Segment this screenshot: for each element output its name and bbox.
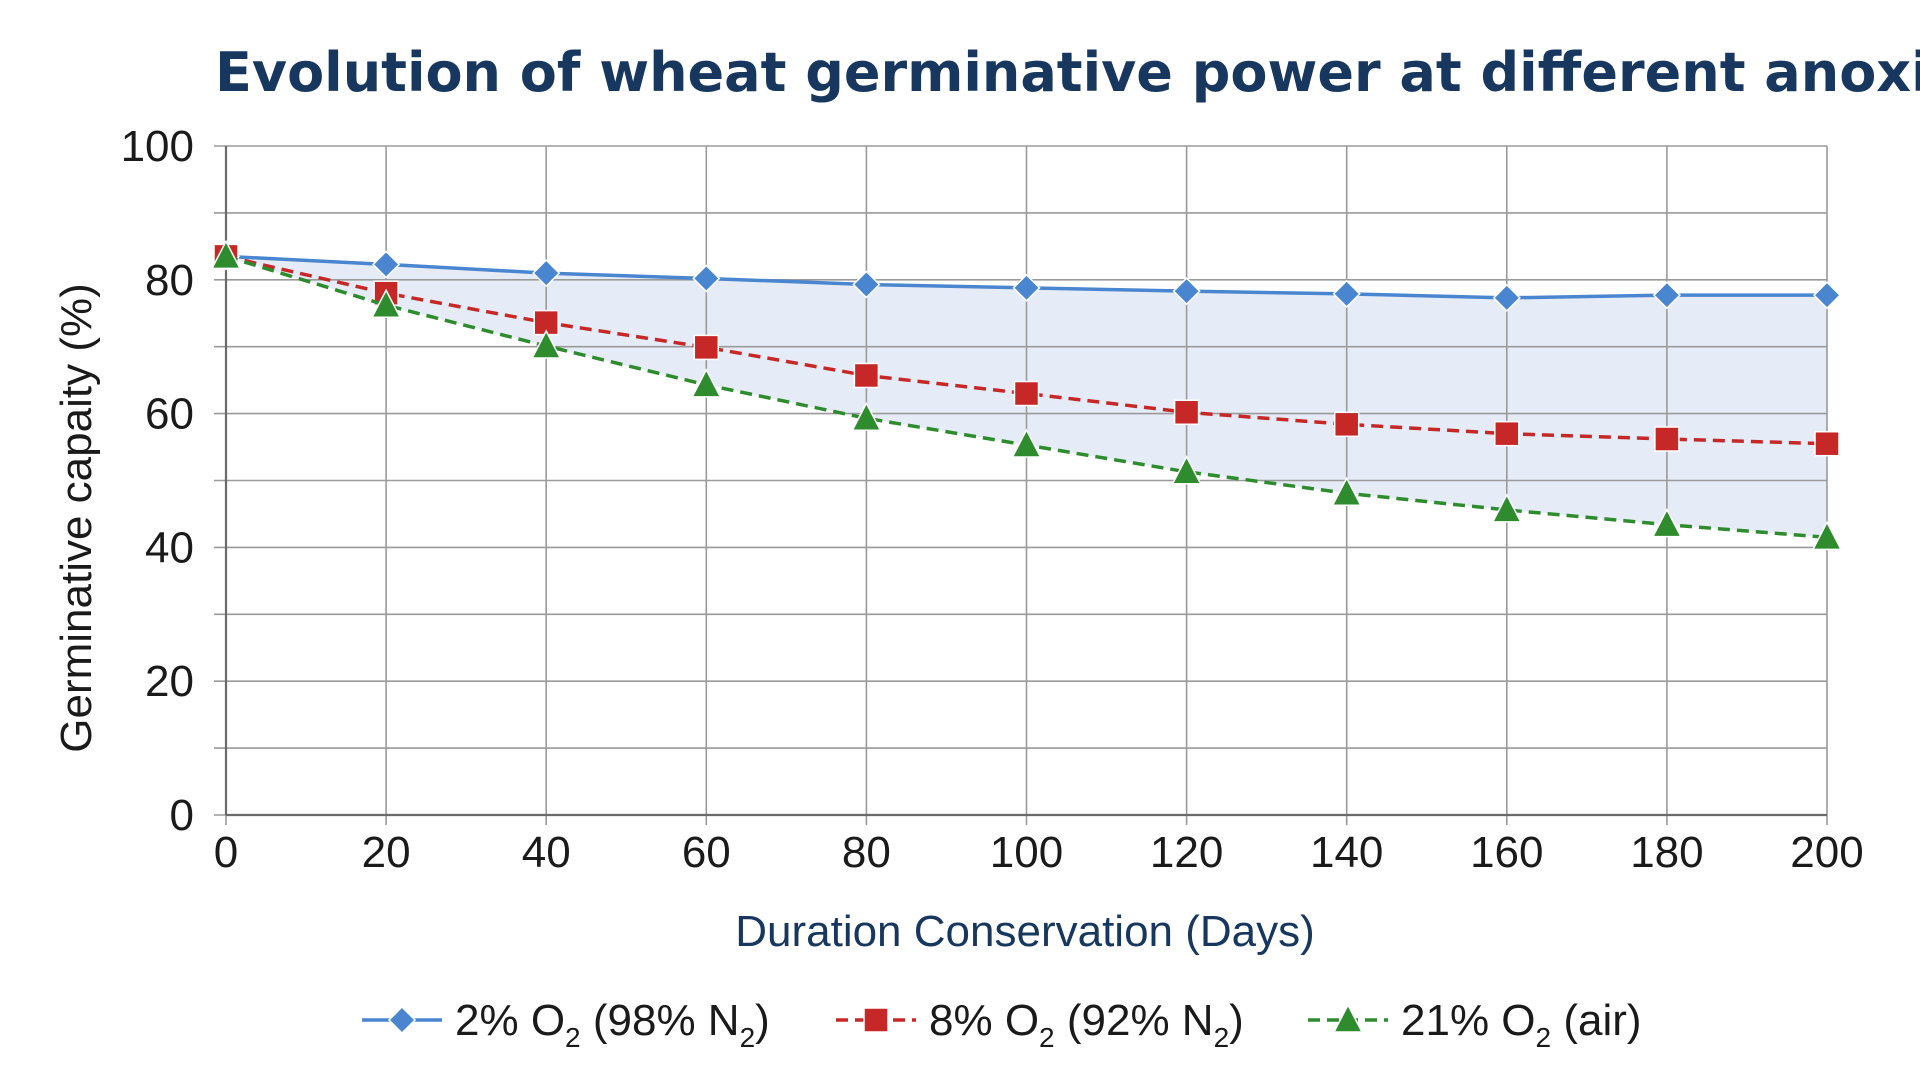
legend-marker	[387, 1005, 417, 1035]
data-point	[532, 259, 561, 288]
data-point	[1333, 411, 1360, 438]
data-point	[1652, 281, 1681, 310]
x-tick-label: 140	[1310, 828, 1383, 877]
data-point	[1491, 493, 1523, 523]
x-tick-label: 180	[1630, 828, 1703, 877]
y-tick-label: 100	[121, 122, 194, 171]
data-point	[210, 239, 242, 270]
y-tick-label: 20	[145, 657, 194, 706]
data-point	[1172, 277, 1201, 306]
data-point	[1492, 283, 1521, 312]
tick-labels-layer: 0 20 40 60 80 100 120 140 160 180 200 0 20 40 60 80 100	[121, 122, 1864, 877]
series-line	[225, 254, 1828, 446]
data-point	[1651, 508, 1683, 538]
series-1	[211, 242, 1842, 312]
data-point	[1332, 279, 1361, 308]
x-tick-label: 0	[214, 828, 238, 877]
x-tick-label: 20	[362, 828, 411, 877]
x-tick-label: 160	[1470, 828, 1543, 877]
legend-marker	[1332, 1003, 1364, 1033]
legend-marker	[863, 1007, 889, 1033]
x-tick-label: 80	[842, 828, 891, 877]
y-tick-label: 0	[170, 791, 194, 840]
legend-item-2: 8% O2 (92% N2)	[836, 996, 1244, 1053]
data-point	[852, 270, 881, 299]
data-point	[1011, 428, 1042, 458]
x-tick-label: 200	[1790, 828, 1863, 877]
series-3	[210, 239, 1843, 551]
data-point	[853, 362, 880, 389]
data-point	[372, 250, 401, 279]
data-point	[693, 334, 720, 361]
data-point	[1012, 273, 1041, 302]
data-point	[370, 288, 402, 318]
x-tick-label: 40	[522, 828, 571, 877]
legend: 2% O2 (98% N2) 8% O2 (92% N2) 21% O2 (air)	[362, 996, 1642, 1053]
data-point	[530, 329, 562, 359]
series-2	[213, 243, 1840, 457]
data-point	[1013, 380, 1040, 407]
data-point	[1654, 426, 1680, 452]
x-tick-label: 100	[990, 828, 1063, 877]
legend-label: 8% O2 (92% N2)	[929, 996, 1244, 1053]
legend-label: 21% O2 (air)	[1401, 996, 1642, 1053]
data-point	[1811, 520, 1843, 551]
data-point	[1814, 430, 1840, 457]
series-layer	[210, 239, 1843, 551]
y-tick-label: 40	[145, 523, 194, 572]
data-point	[1494, 420, 1520, 447]
data-point	[1331, 476, 1362, 506]
data-point	[851, 401, 882, 432]
x-axis-title: Duration Conservation (Days)	[735, 907, 1315, 956]
legend-label: 2% O2 (98% N2)	[455, 996, 770, 1053]
legend-item-1: 2% O2 (98% N2)	[362, 996, 770, 1053]
data-point	[691, 368, 722, 398]
y-tick-label: 80	[145, 256, 194, 305]
y-axis-title: Germinative capaity (%)	[52, 283, 101, 752]
data-point	[1812, 281, 1842, 310]
y-tick-label: 60	[145, 390, 194, 439]
x-tick-label: 120	[1150, 828, 1223, 877]
data-point	[692, 264, 721, 293]
x-tick-label: 60	[682, 828, 731, 877]
data-point	[1173, 399, 1200, 426]
legend-item-3: 21% O2 (air)	[1308, 996, 1642, 1053]
chart-title: Evolution of wheat germinative power at …	[215, 41, 1920, 104]
data-point	[1171, 455, 1202, 485]
